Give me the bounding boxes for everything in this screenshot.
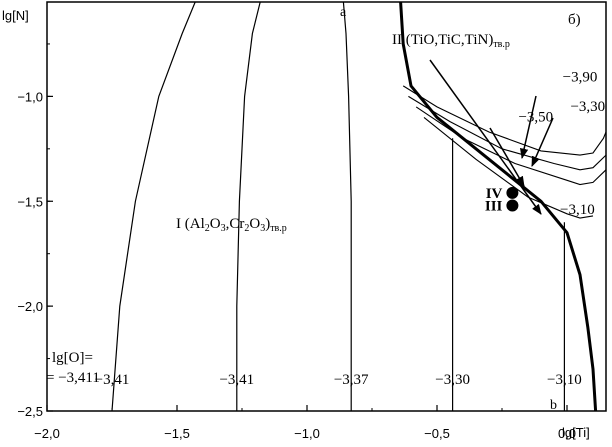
annotation-arrow-3 <box>429 59 542 215</box>
isoline-I-label-1: −3,41 <box>219 372 254 388</box>
x-axis-label: lg[Ti] <box>562 425 590 440</box>
region-II-label: II (TiO,TiC,TiN)тв.р <box>392 32 510 50</box>
isoline-II-1 <box>408 95 606 171</box>
region-I-label: I (Al2O3,Cr2O3)тв.р <box>176 216 287 234</box>
x-tick-label-3: −0,5 <box>424 426 450 441</box>
isoline-I-label-0: −3,41 <box>95 372 130 388</box>
phase-boundary-curve <box>399 2 598 411</box>
lg-O-label-2: = −3,411 <box>46 370 100 386</box>
isoline-II-3 <box>423 116 594 219</box>
point-label-IV: IV <box>486 186 503 202</box>
panel-label: б) <box>568 12 581 28</box>
data-point-IV <box>506 186 519 199</box>
lg-O-label-1: lg[O]= <box>52 350 93 366</box>
x-tick-label-4: 0,0 <box>558 426 576 441</box>
y-tick-label-2: −2,0 <box>17 299 43 314</box>
isoline-II-label-0: −3,90 <box>563 70 598 86</box>
isoline-I-0 <box>111 2 196 411</box>
boundary-bottom-label: b <box>550 398 557 413</box>
labels: lg[N] lg[Ti] б) a b I (Al2O3,Cr2O3)тв.р … <box>2 5 605 440</box>
isoline-I-2 <box>342 2 352 411</box>
diagram-curves <box>111 2 606 411</box>
isoline-II-label-1: −3,30 <box>570 99 605 115</box>
boundary-top-label: a <box>340 5 347 20</box>
isoline-I-label-2: −3,37 <box>334 372 369 388</box>
isoline-II-label-3: −3,10 <box>560 202 595 218</box>
isoline-II-0 <box>402 85 606 156</box>
isoline-I-label-4: −3,10 <box>547 372 582 388</box>
annotation-arrow-0 <box>519 95 537 160</box>
x-tick-label-0: −2,0 <box>34 426 60 441</box>
y-tick-label-3: −2,5 <box>17 404 43 419</box>
x-tick-label-2: −1,0 <box>294 426 320 441</box>
y-axis-label: lg[N] <box>2 8 29 23</box>
y-tick-label-0: −1,0 <box>17 89 43 104</box>
annotation-arrow-1 <box>531 117 554 167</box>
y-tick-label-1: −1,5 <box>17 194 43 209</box>
isoline-I-label-3: −3,30 <box>435 372 470 388</box>
axes-frame <box>46 1 607 412</box>
point-label-III: III <box>485 198 503 214</box>
ticks: −2,0 −1,5 −1,0 −0,5 0,0 −1,0 −1,5 −2,0 −2,5 <box>17 43 576 441</box>
isoline-I-1 <box>236 2 261 411</box>
annotation-arrow-2 <box>489 127 525 187</box>
x-tick-label-1: −1,5 <box>164 426 190 441</box>
data-point-III <box>506 199 519 212</box>
plot-frame <box>46 1 607 412</box>
isoline-II-label-2: −3,50 <box>518 110 553 126</box>
